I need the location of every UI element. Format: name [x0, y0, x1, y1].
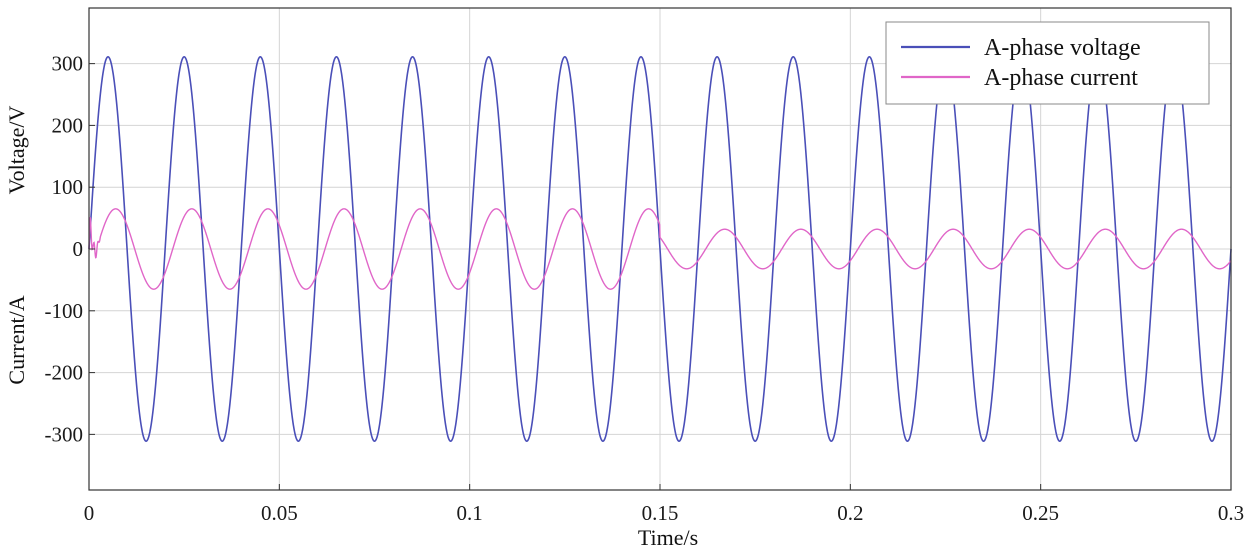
series-layer [88, 56, 1232, 442]
y-tick-label: 300 [52, 52, 84, 76]
legend-box [885, 21, 1210, 105]
y-axis-title-voltage: Voltage/V [4, 105, 29, 194]
y-tick-label: 0 [73, 237, 84, 261]
series-line-a-phase-current [88, 208, 1232, 290]
x-tick-label: 0.1 [457, 501, 483, 525]
y-tick-label: -300 [45, 422, 84, 446]
legend: A-phase voltage A-phase current [885, 21, 1210, 105]
legend-label-voltage: A-phase voltage [984, 35, 1141, 61]
y-tick-label: 200 [52, 113, 84, 137]
y-axis-ticks: 300 200 100 0 -100 -200 -300 [45, 52, 95, 446]
x-tick-label: 0.25 [1022, 501, 1059, 525]
x-tick-label: 0 [84, 501, 95, 525]
x-axis-ticks: 0 0.05 0.1 0.15 0.2 0.25 0.3 [84, 484, 1244, 525]
series-line-a-phase-voltage [88, 56, 1232, 442]
x-tick-label: 0.15 [642, 501, 679, 525]
x-tick-label: 0.3 [1218, 501, 1244, 525]
y-axis-title-current: Current/A [4, 295, 29, 384]
x-axis-title: Time/s [638, 525, 698, 550]
y-tick-label: 100 [52, 175, 84, 199]
legend-label-current: A-phase current [984, 65, 1138, 91]
y-tick-label: -100 [45, 299, 84, 323]
x-tick-label: 0.2 [837, 501, 863, 525]
x-tick-label: 0.05 [261, 501, 298, 525]
y-tick-label: -200 [45, 361, 84, 385]
